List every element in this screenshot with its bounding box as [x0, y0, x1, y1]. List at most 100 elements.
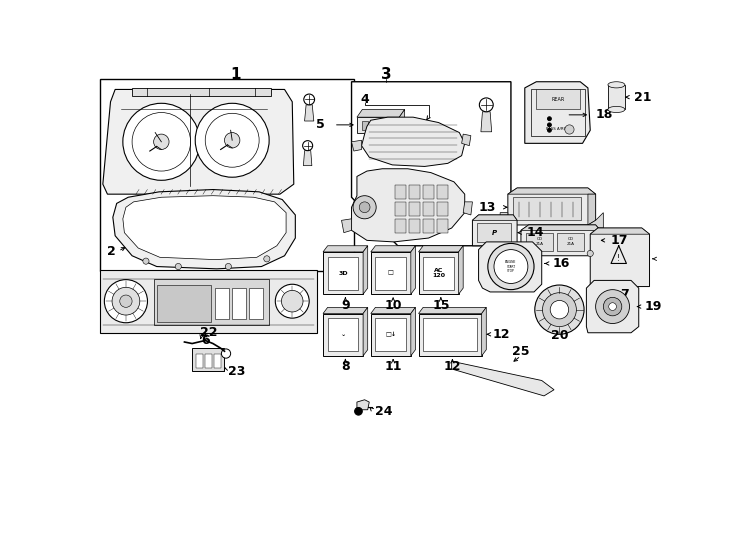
Circle shape — [603, 298, 622, 316]
Circle shape — [523, 251, 529, 256]
Polygon shape — [371, 307, 415, 314]
Text: 3: 3 — [381, 66, 391, 82]
Text: 14: 14 — [526, 226, 544, 239]
Polygon shape — [463, 202, 473, 215]
Polygon shape — [352, 169, 465, 242]
Circle shape — [206, 113, 259, 167]
Circle shape — [120, 295, 132, 307]
Polygon shape — [418, 246, 463, 252]
Text: AC
120: AC 120 — [432, 268, 445, 279]
Text: 8: 8 — [341, 360, 349, 373]
Circle shape — [595, 289, 630, 323]
Polygon shape — [371, 252, 411, 294]
Text: 12: 12 — [443, 360, 461, 373]
Circle shape — [225, 132, 240, 148]
Bar — [477, 224, 511, 242]
Polygon shape — [508, 188, 595, 225]
Bar — [380, 121, 386, 130]
Text: P: P — [493, 230, 498, 235]
Bar — [423, 185, 434, 199]
Polygon shape — [132, 88, 271, 96]
Text: 21: 21 — [634, 91, 652, 104]
Polygon shape — [462, 134, 471, 146]
Bar — [196, 354, 203, 368]
Polygon shape — [588, 213, 603, 228]
Polygon shape — [363, 307, 368, 356]
Text: 11: 11 — [385, 360, 402, 373]
Circle shape — [104, 280, 148, 323]
Text: ⌄: ⌄ — [341, 332, 346, 337]
Bar — [536, 90, 580, 110]
Bar — [531, 90, 585, 136]
Ellipse shape — [608, 106, 625, 112]
Text: 5: 5 — [316, 118, 325, 131]
Text: PASS A/RBG: PASS A/RBG — [546, 127, 570, 131]
Circle shape — [359, 202, 370, 213]
Polygon shape — [590, 228, 650, 234]
Bar — [410, 185, 420, 199]
Text: 9: 9 — [341, 299, 349, 312]
Polygon shape — [473, 215, 517, 220]
Text: 20: 20 — [550, 329, 568, 342]
Polygon shape — [411, 307, 415, 356]
Text: 4: 4 — [360, 93, 369, 106]
Polygon shape — [341, 219, 352, 233]
Polygon shape — [500, 213, 508, 228]
Polygon shape — [459, 246, 463, 294]
Bar — [526, 233, 553, 251]
Polygon shape — [473, 215, 517, 246]
Text: ENGINE: ENGINE — [505, 260, 517, 264]
Bar — [396, 202, 406, 215]
Polygon shape — [123, 195, 286, 260]
Text: CD: CD — [537, 237, 543, 241]
Polygon shape — [357, 110, 404, 117]
Polygon shape — [521, 225, 600, 256]
Circle shape — [175, 264, 181, 269]
Circle shape — [550, 300, 569, 319]
Bar — [389, 121, 396, 130]
Polygon shape — [482, 307, 487, 356]
Text: 17: 17 — [611, 234, 628, 247]
Circle shape — [353, 195, 377, 219]
Circle shape — [608, 303, 617, 310]
Polygon shape — [113, 190, 295, 269]
Polygon shape — [508, 188, 595, 194]
Bar — [557, 233, 584, 251]
Bar — [214, 354, 222, 368]
Text: 1: 1 — [230, 66, 241, 82]
Circle shape — [225, 264, 231, 269]
Ellipse shape — [608, 82, 625, 88]
Polygon shape — [521, 225, 600, 231]
Bar — [437, 219, 448, 233]
Text: 25: 25 — [512, 345, 530, 357]
Polygon shape — [303, 151, 312, 166]
Bar — [206, 354, 212, 368]
Polygon shape — [586, 280, 639, 333]
Polygon shape — [357, 117, 399, 132]
Bar — [410, 219, 420, 233]
Circle shape — [275, 284, 309, 318]
Polygon shape — [323, 252, 363, 294]
Circle shape — [264, 256, 270, 262]
Bar — [375, 256, 406, 289]
Circle shape — [143, 258, 149, 264]
Circle shape — [542, 293, 576, 327]
Polygon shape — [371, 246, 415, 252]
Polygon shape — [362, 117, 465, 166]
Polygon shape — [363, 246, 368, 294]
Polygon shape — [103, 90, 294, 194]
Polygon shape — [525, 82, 590, 143]
Polygon shape — [451, 361, 554, 396]
Bar — [100, 269, 317, 333]
Bar — [608, 85, 625, 110]
Bar — [437, 202, 448, 215]
Circle shape — [565, 125, 574, 134]
Circle shape — [222, 349, 230, 358]
Text: 19: 19 — [645, 300, 662, 313]
Text: 24: 24 — [374, 405, 392, 418]
Polygon shape — [371, 314, 411, 356]
Polygon shape — [590, 228, 650, 287]
Circle shape — [494, 249, 528, 284]
Bar — [192, 348, 225, 372]
Polygon shape — [418, 252, 459, 294]
